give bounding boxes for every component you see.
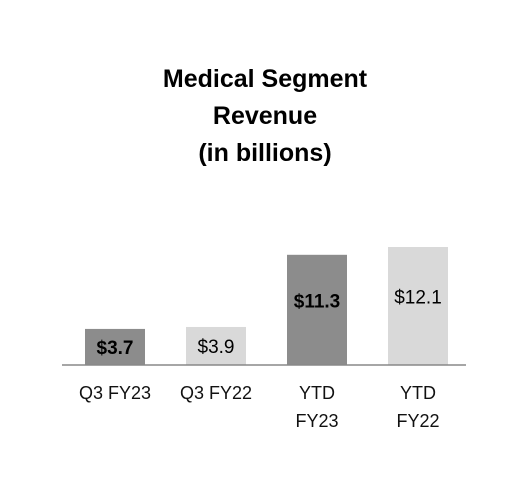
x-tick-label-3-line-1: YTD [299, 383, 335, 403]
bar-4 [388, 247, 448, 365]
chart-title-line-3: (in billions) [198, 139, 331, 167]
bar-3 [287, 254, 347, 365]
x-tick-label-4-line-2: FY22 [396, 411, 439, 431]
data-label-1: $3.7 [97, 338, 134, 359]
bar-2 [186, 326, 246, 365]
data-label-4: $12.1 [394, 288, 442, 309]
x-tick-label-2: Q3 FY22 [180, 383, 252, 403]
chart-title: Medical Segment Revenue (in billions) [163, 65, 368, 167]
x-tick-label-4-line-1: YTD [400, 383, 436, 403]
chart-title-line-2: Revenue [213, 102, 317, 130]
x-tick-label-1: Q3 FY23 [79, 383, 151, 403]
x-tick-label-3-line-2: FY23 [295, 411, 338, 431]
plot-area: $3.7 Q3 FY23 $3.9 Q3 FY22 $11.3 YTD FY23 $12.1 Y… [62, 247, 466, 431]
chart-title-line-1: Medical Segment [163, 65, 368, 93]
data-label-3: $11.3 [294, 292, 341, 313]
data-label-2: $3.9 [198, 337, 235, 358]
bar-1 [85, 328, 145, 365]
